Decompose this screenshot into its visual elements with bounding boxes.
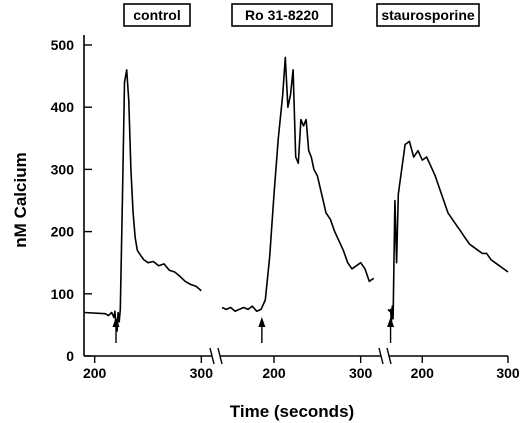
stimulus-arrow-head-staurosporine: [387, 317, 395, 327]
x-tick-label-control-200: 200: [83, 365, 107, 381]
panel-title-control: control: [133, 7, 180, 23]
panel-title-staurosporine: staurosporine: [381, 7, 475, 23]
stimulus-arrow-head-ro-31-8220: [258, 317, 266, 327]
y-tick-label-0: 0: [66, 348, 74, 364]
y-axis-label: nM Calcium: [11, 152, 30, 247]
axis-break-2-2: [386, 347, 392, 365]
panel-title-ro-31-8220: Ro 31-8220: [245, 7, 319, 23]
axis-break-1-2: [217, 347, 223, 365]
panel-ro-31-8220: 200 300 Ro 31-8220: [221, 3, 375, 381]
panel-title-box-staurosporine: [376, 3, 480, 27]
stimulus-arrow-head-control: [112, 317, 120, 327]
series-line-control: [83, 69, 202, 332]
x-tick-label-control-300: 300: [190, 365, 214, 381]
series-line-ro-31-8220: [221, 56, 375, 312]
panel-staurosporine: 200 300 staurosporine: [376, 3, 520, 381]
panel-control: 200 300 control: [83, 3, 214, 381]
series-line-staurosporine: [387, 140, 509, 323]
x-tick-label-staurosporine-200: 200: [411, 365, 435, 381]
y-tick-label-200: 200: [51, 224, 75, 240]
panels: 200 300 control 200 300 Ro 31-8220 200 300 staur…: [83, 3, 520, 381]
panel-title-box-ro-31-8220: [231, 3, 333, 27]
x-tick-label-ro-31-8220-300: 300: [349, 365, 373, 381]
y-tick-label-500: 500: [51, 37, 75, 53]
axis-break-1-1: [209, 347, 215, 365]
y-tick-label-100: 100: [51, 286, 75, 302]
x-tick-label-staurosporine-300: 300: [496, 365, 520, 381]
axes: 0 100 200 300 400 500: [51, 35, 508, 365]
axis-break-2-1: [378, 347, 384, 365]
x-tick-label-ro-31-8220-200: 200: [262, 365, 286, 381]
x-axis-label: Time (seconds): [230, 402, 354, 421]
y-tick-label-300: 300: [51, 161, 75, 177]
y-tick-label-400: 400: [51, 99, 75, 115]
panel-title-box-control: [123, 3, 191, 27]
